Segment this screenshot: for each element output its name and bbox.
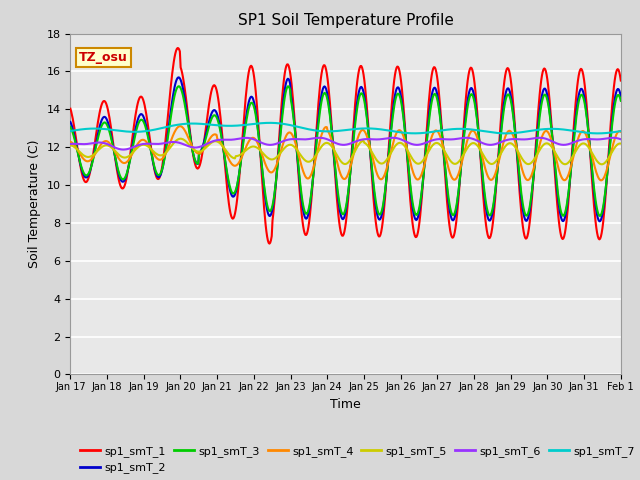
sp1_smT_4 [133,142,141,148]
Line: sp1_smT_3: sp1_smT_3 [70,86,621,216]
sp1_smT_7 [189,120,196,126]
sp1_smT_7 [133,129,141,135]
sp1_smT_5 [219,144,227,149]
sp1_smT_1 [266,241,273,247]
X-axis label: Time: Time [330,397,361,410]
sp1_smT_7 [413,131,421,136]
Line: sp1_smT_7: sp1_smT_7 [70,123,621,133]
sp1_smT_6 [462,135,470,141]
sp1_smT_4 [617,129,625,135]
sp1_smT_3 [413,212,421,217]
sp1_smT_1 [219,138,227,144]
Line: sp1_smT_5: sp1_smT_5 [70,139,621,164]
sp1_smT_4 [429,130,437,136]
sp1_smT_4 [176,123,184,129]
sp1_smT_7 [429,129,437,134]
sp1_smT_1 [133,104,141,109]
sp1_smT_6 [219,137,227,143]
sp1_smT_4 [597,178,605,183]
sp1_smT_6 [67,141,74,147]
sp1_smT_3 [175,84,183,89]
sp1_smT_7 [77,127,84,132]
sp1_smT_7 [594,131,602,136]
sp1_smT_2 [429,86,437,92]
sp1_smT_1 [173,45,181,51]
sp1_smT_4 [67,139,74,144]
sp1_smT_1 [67,106,74,112]
sp1_smT_5 [617,141,625,146]
sp1_smT_3 [219,142,227,148]
sp1_smT_6 [190,144,198,150]
sp1_smT_5 [133,145,141,151]
sp1_smT_5 [429,142,437,147]
sp1_smT_3 [596,213,604,219]
sp1_smT_6 [429,137,437,143]
sp1_smT_4 [413,177,421,182]
sp1_smT_6 [134,143,141,148]
sp1_smT_3 [429,93,437,99]
Line: sp1_smT_1: sp1_smT_1 [70,48,621,244]
sp1_smT_1 [414,229,422,235]
sp1_smT_1 [617,78,625,84]
sp1_smT_2 [219,141,227,147]
sp1_smT_3 [133,125,141,131]
sp1_smT_1 [430,64,438,70]
sp1_smT_2 [77,161,84,167]
sp1_smT_7 [617,128,625,134]
sp1_smT_5 [190,146,198,152]
sp1_smT_4 [190,146,198,152]
sp1_smT_2 [596,218,604,224]
sp1_smT_4 [77,152,84,157]
Legend: sp1_smT_1, sp1_smT_2, sp1_smT_3, sp1_smT_4, sp1_smT_5, sp1_smT_6, sp1_smT_7: sp1_smT_1, sp1_smT_2, sp1_smT_3, sp1_smT… [76,442,639,478]
sp1_smT_3 [617,98,625,104]
sp1_smT_7 [266,120,274,126]
sp1_smT_5 [67,143,74,148]
sp1_smT_2 [190,153,198,158]
sp1_smT_3 [77,160,84,166]
sp1_smT_5 [177,136,184,142]
sp1_smT_7 [67,128,74,134]
sp1_smT_1 [190,155,198,160]
sp1_smT_6 [413,142,421,148]
sp1_smT_6 [77,141,84,147]
sp1_smT_3 [190,153,198,158]
sp1_smT_2 [617,94,625,99]
Text: TZ_osu: TZ_osu [79,51,127,64]
Y-axis label: Soil Temperature (C): Soil Temperature (C) [28,140,41,268]
sp1_smT_2 [67,119,74,125]
sp1_smT_2 [413,216,421,222]
Title: SP1 Soil Temperature Profile: SP1 Soil Temperature Profile [237,13,454,28]
sp1_smT_1 [77,163,84,169]
Line: sp1_smT_2: sp1_smT_2 [70,77,621,221]
sp1_smT_6 [120,147,127,153]
Line: sp1_smT_4: sp1_smT_4 [70,126,621,180]
sp1_smT_5 [77,150,84,156]
sp1_smT_7 [218,123,226,129]
sp1_smT_2 [175,74,182,80]
sp1_smT_6 [617,136,625,142]
sp1_smT_2 [133,120,141,125]
sp1_smT_5 [598,161,605,167]
sp1_smT_3 [67,124,74,130]
sp1_smT_5 [413,161,421,167]
sp1_smT_4 [219,144,227,149]
Line: sp1_smT_6: sp1_smT_6 [70,138,621,150]
